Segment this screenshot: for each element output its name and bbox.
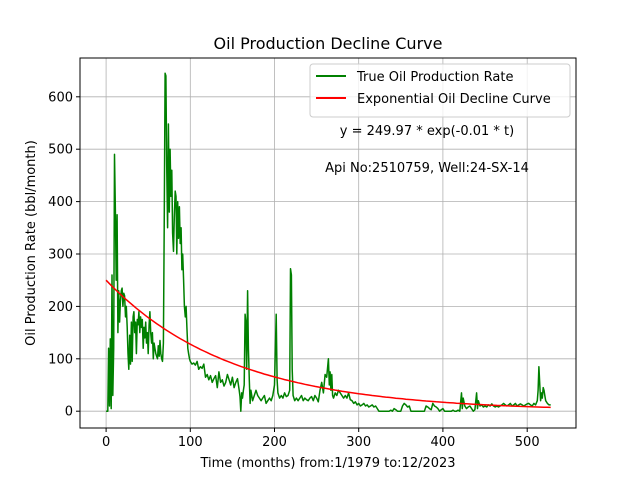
y-tick-label: 500: [48, 143, 73, 158]
y-tick-label: 400: [48, 195, 73, 210]
y-axis-label: Oil Production Rate (bbl/month): [24, 140, 39, 346]
y-tick-label: 100: [48, 352, 73, 367]
y-tick-label: 0: [65, 405, 73, 420]
equation-annotation: y = 249.97 * exp(-0.01 * t): [340, 124, 514, 139]
plot-frame: [79, 57, 577, 429]
x-tick-label: 200: [262, 435, 287, 450]
x-axis-ticks: 0 100 200 300 400 500: [102, 428, 540, 450]
x-tick-label: 400: [430, 435, 455, 450]
true-rate-line: [106, 72, 551, 412]
y-tick-label: 300: [48, 248, 73, 263]
chart-title: Oil Production Decline Curve: [214, 34, 443, 53]
legend-label-true-rate: True Oil Production Rate: [356, 70, 513, 85]
series-layer: [105, 72, 551, 412]
x-tick-label: 100: [178, 435, 203, 450]
decline-curve-line: [105, 279, 551, 409]
x-axis-label: Time (months) from:1/1979 to:12/2023: [199, 456, 455, 471]
y-axis-ticks: 0 100 200 300 400 500 600: [48, 90, 80, 420]
x-tick-label: 500: [515, 435, 540, 450]
legend: True Oil Production Rate Exponential Oil…: [309, 63, 571, 118]
well-annotation: Api No:2510759, Well:24-SX-14: [325, 161, 529, 176]
legend-box: [309, 63, 571, 118]
legend-label-decline-curve: Exponential Oil Decline Curve: [357, 92, 551, 107]
y-tick-label: 600: [48, 90, 73, 105]
y-tick-label: 200: [48, 300, 73, 315]
x-tick-label: 0: [102, 435, 110, 450]
x-tick-label: 300: [346, 435, 371, 450]
